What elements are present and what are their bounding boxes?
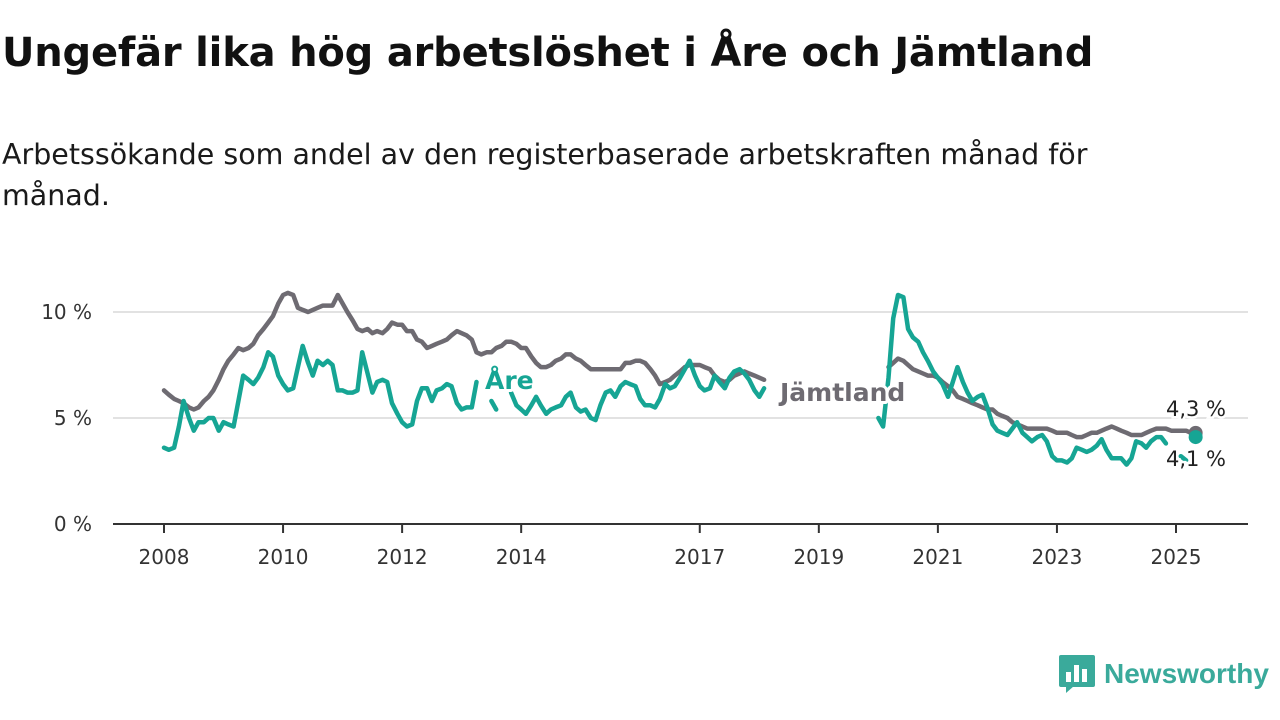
y-tick-label: 5 %	[54, 406, 92, 430]
x-tick-label: 2008	[139, 545, 190, 569]
jamtland-series-label: Jämtland	[778, 378, 905, 407]
x-tick-label: 2025	[1151, 545, 1202, 569]
line-chart: 0 % 5 % 10 % 2008 2010 2012 2014 2017 2019 2021 20…	[41, 290, 1248, 569]
are-end-label: 4,1 %	[1166, 447, 1226, 471]
newsworthy-logo-icon	[1059, 655, 1095, 693]
x-tick-label: 2014	[496, 545, 547, 569]
x-tick-label: 2012	[377, 545, 428, 569]
x-tick-label: 2019	[793, 545, 844, 569]
y-tick-label: 10 %	[41, 300, 92, 324]
brand-logo: Newsworthy	[1058, 654, 1269, 694]
grid-lines	[113, 311, 1248, 419]
page-subtitle: Arbetssökande som andel av den registerb…	[2, 138, 1088, 212]
jamtland-series-line	[161, 290, 1198, 440]
x-tick-label: 2017	[674, 545, 725, 569]
x-tick-label: 2021	[912, 545, 963, 569]
are-series-line	[164, 295, 1196, 465]
are-series-label: Åre	[485, 366, 534, 395]
x-tick-label: 2023	[1031, 545, 1082, 569]
chart-labels: 0 % 5 % 10 % 2008 2010 2012 2014 2017 2019 2021 20…	[41, 300, 1228, 569]
jamtland-end-label: 4,3 %	[1166, 397, 1226, 421]
series-lines	[161, 290, 1203, 465]
y-tick-label: 0 %	[54, 512, 92, 536]
page-title: Ungefär lika hög arbetslöshet i Åre och …	[2, 30, 1094, 76]
x-axis	[113, 523, 1248, 533]
are-end-point	[1188, 430, 1203, 445]
x-tick-label: 2010	[258, 545, 309, 569]
brand-name: Newsworthy	[1104, 658, 1269, 689]
